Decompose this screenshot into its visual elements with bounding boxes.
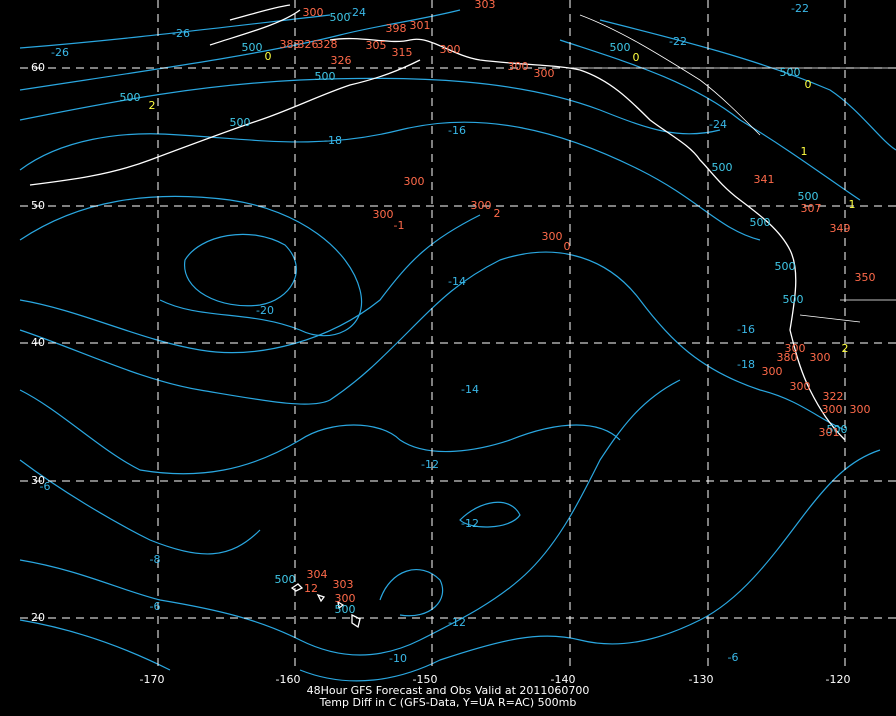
contour-label: -10 [389,652,407,665]
station-value: 301 [819,426,840,439]
station-value: 300 [542,230,563,243]
contour-label: -12 [461,517,479,530]
station-pressure: 500 [610,41,631,54]
station-diff: 0 [265,50,272,63]
station-diff: 2 [842,342,849,355]
map-subtitle: Temp Diff in C (GFS-Data, Y=UA R=AC) 500… [319,696,577,709]
station-value: 341 [754,173,775,186]
station-pressure: 500 [750,216,771,229]
station-value: 300 [785,342,806,355]
lat-label: 50 [31,199,45,212]
station-value: 383 [280,38,301,51]
contour-label: -18 [324,134,342,147]
lon-label: -160 [276,673,301,686]
station-value: 300 [534,67,555,80]
lat-label: 20 [31,611,45,624]
coastlines [29,4,896,629]
station-diff: 0 [633,51,640,64]
station-value: 300 [335,592,356,605]
station-value: 300 [471,199,492,212]
station-value: 305 [366,39,387,52]
station-value: 300 [822,403,843,416]
station-pressure: 500 [712,161,733,174]
station-pressure: 500 [775,260,796,273]
station-value: 304 [307,568,328,581]
contours [19,9,896,682]
station-value: 350 [855,271,876,284]
lon-label: -120 [826,673,851,686]
station-value: 322 [823,390,844,403]
station-pressure: 500 [120,91,141,104]
station-diff: 0 [805,78,812,91]
contour-label: -14 [461,383,479,396]
station-diff: 2 [149,99,156,112]
station-pressure: 500 [330,11,351,24]
lon-label: -140 [551,673,576,686]
lon-label: -130 [689,673,714,686]
station-pressure: 500 [275,573,296,586]
station-value: 326 [331,54,352,67]
station-value: 0 [564,240,571,253]
station-value: 2 [494,207,501,220]
contour-label: -16 [737,323,755,336]
station-value: 303 [475,0,496,11]
station-value: 398 [386,22,407,35]
map-title: 48Hour GFS Forecast and Obs Valid at 201… [307,684,590,697]
station-value: 326 [298,38,319,51]
contour-label: -24 [348,6,366,19]
contour-label: -22 [791,2,809,15]
contour-label: -20 [256,304,274,317]
station-value: 380 [777,351,798,364]
contour-label: -24 [709,118,727,131]
station-pressure: 500 [798,190,819,203]
contour-label: -14 [448,275,466,288]
grid [20,0,896,670]
lat-label: 40 [31,336,45,349]
contour-label: -26 [172,27,190,40]
station-pressure: 500 [315,70,336,83]
contour-label: -16 [448,124,466,137]
contour-label: -22 [669,35,687,48]
station-value: 300 [762,365,783,378]
station-value: 349 [830,222,851,235]
station-value: 300 [303,6,324,19]
lat-label: 60 [31,61,45,74]
contour-label: -6 [40,480,51,493]
station-pressure: 500 [783,293,804,306]
station-pressure: 500 [780,66,801,79]
station-value: 300 [404,175,425,188]
station-diff: 1 [801,145,808,158]
station-pressure: 500 [242,41,263,54]
station-value: 300 [810,351,831,364]
station-pressure: 500 [335,603,356,616]
contour-label: -6 [150,600,161,613]
station-value: 300 [508,60,529,73]
station-value: 315 [392,46,413,59]
lon-label: -150 [413,673,438,686]
contour-label: -12 [448,616,466,629]
station-value: 307 [801,202,822,215]
station-value: 300 [373,208,394,221]
station-value: 300 [440,43,461,56]
lon-label: -170 [140,673,165,686]
station-value: 301 [410,19,431,32]
station-pressure: 500 [230,116,251,129]
station-value: 328 [317,38,338,51]
contour-label: -8 [150,553,161,566]
station-value: 300 [850,403,871,416]
contour-label: -6 [728,651,739,664]
station-value: -1 [394,219,405,232]
station-value: 12 [304,582,318,595]
station-value: 300 [790,380,811,393]
contour-label: -26 [51,46,69,59]
contour-label: -18 [737,358,755,371]
station-pressure: 500 [827,423,848,436]
station-diff: 1 [849,198,856,211]
station-value: 303 [333,578,354,591]
lat-label: 30 [31,474,45,487]
contour-label: -12 [421,458,439,471]
